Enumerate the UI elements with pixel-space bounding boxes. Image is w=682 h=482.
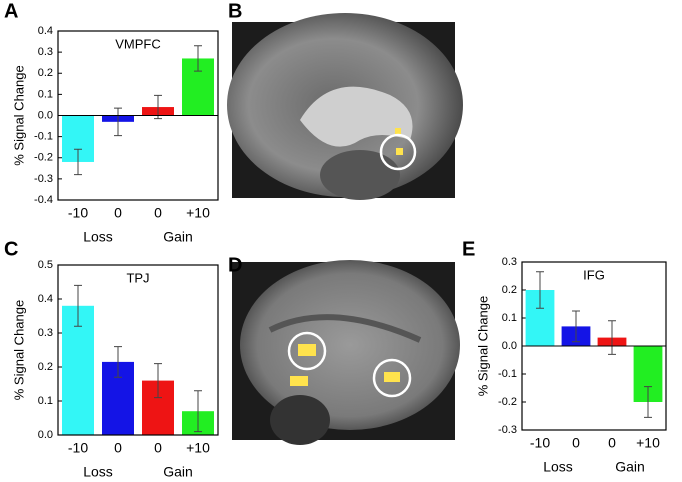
x-tick-label: -10 [530, 435, 550, 451]
y-tick-label: 0.4 [38, 25, 53, 37]
y-tick-label: 0.5 [38, 259, 53, 271]
y-tick-label: 0.0 [38, 109, 53, 121]
y-tick-label: 0.4 [38, 293, 53, 305]
error-bar [74, 284, 82, 327]
x-tick-label: 0 [572, 435, 580, 451]
error-bar [154, 363, 162, 399]
chart-title: VMPFC [115, 36, 161, 51]
x-tick-label: 0 [154, 440, 162, 456]
y-tick-label: 0.0 [502, 340, 517, 352]
y-tick-label: -0.1 [34, 131, 53, 143]
x-tick-label: 0 [154, 205, 162, 221]
y-tick-label: 0.3 [38, 327, 53, 339]
error-bar [74, 148, 82, 176]
category-group-label: Loss [83, 229, 113, 245]
y-axis-label: % Signal Change [11, 65, 26, 165]
y-tick-label: -0.2 [34, 152, 53, 164]
x-tick-label: +10 [186, 440, 210, 456]
y-tick-label: -0.3 [498, 424, 517, 436]
y-tick-label: 0.1 [502, 312, 517, 324]
category-group-label: Loss [83, 464, 113, 480]
y-tick-label: 0.2 [38, 67, 53, 79]
error-bar [608, 320, 616, 355]
error-bar [536, 271, 544, 309]
error-bar [194, 390, 202, 433]
category-group-label: Gain [163, 229, 193, 245]
y-tick-label: -0.3 [34, 173, 53, 185]
y-tick-label: 0.2 [38, 361, 53, 373]
x-tick-label: -10 [68, 205, 88, 221]
plot-frame [57, 264, 219, 436]
error-bar [114, 346, 122, 378]
chart-title: IFG [583, 267, 605, 282]
panel-label: D [228, 254, 242, 276]
category-group-label: Loss [543, 459, 573, 475]
x-tick-label: +10 [186, 205, 210, 221]
y-tick-label: 0.3 [38, 46, 53, 58]
panel-label: E [462, 238, 475, 260]
y-axis-label: % Signal Change [475, 296, 490, 396]
brain-image-b [227, 13, 463, 200]
error-bar [154, 94, 162, 120]
chart-title: TPJ [126, 270, 149, 285]
x-tick-label: -10 [68, 440, 88, 456]
error-bar [114, 107, 122, 137]
y-tick-label: 0.3 [502, 256, 517, 268]
bar [62, 305, 94, 435]
error-bar [644, 386, 652, 418]
error-bar [194, 45, 202, 72]
y-tick-label: -0.4 [34, 194, 53, 206]
bar-chart: -0.4 -0.3 -0.2 -0.1 0.0 0.1 0.2 0.3 0.4 % Signal … [11, 25, 219, 245]
x-tick-label: 0 [114, 205, 122, 221]
y-axis-label: % Signal Change [11, 300, 26, 400]
y-tick-label: -0.2 [498, 396, 517, 408]
category-group-label: Gain [615, 459, 645, 475]
error-bar [572, 310, 580, 343]
y-tick-label: -0.1 [498, 368, 517, 380]
brain-image-d [232, 260, 460, 445]
bar-chart: -0.3 -0.2 -0.1 0.0 0.1 0.2 0.3 % Signal Change -… [475, 256, 667, 475]
x-tick-label: +10 [636, 435, 660, 451]
y-tick-label: 0.1 [38, 395, 53, 407]
plot-frame [57, 30, 219, 201]
y-tick-label: 0.2 [502, 284, 517, 296]
category-group-label: Gain [163, 464, 193, 480]
plot-frame [521, 261, 667, 431]
y-tick-label: 0.1 [38, 88, 53, 100]
x-tick-label: 0 [608, 435, 616, 451]
panel-label: B [228, 0, 242, 22]
panel-label: C [4, 238, 18, 260]
bar-chart: 0.0 0.1 0.2 0.3 0.4 0.5 % Signal Change -10 0 0 +1… [11, 259, 219, 480]
panel-label: A [4, 0, 18, 22]
x-tick-label: 0 [114, 440, 122, 456]
y-tick-label: 0.0 [38, 429, 53, 441]
